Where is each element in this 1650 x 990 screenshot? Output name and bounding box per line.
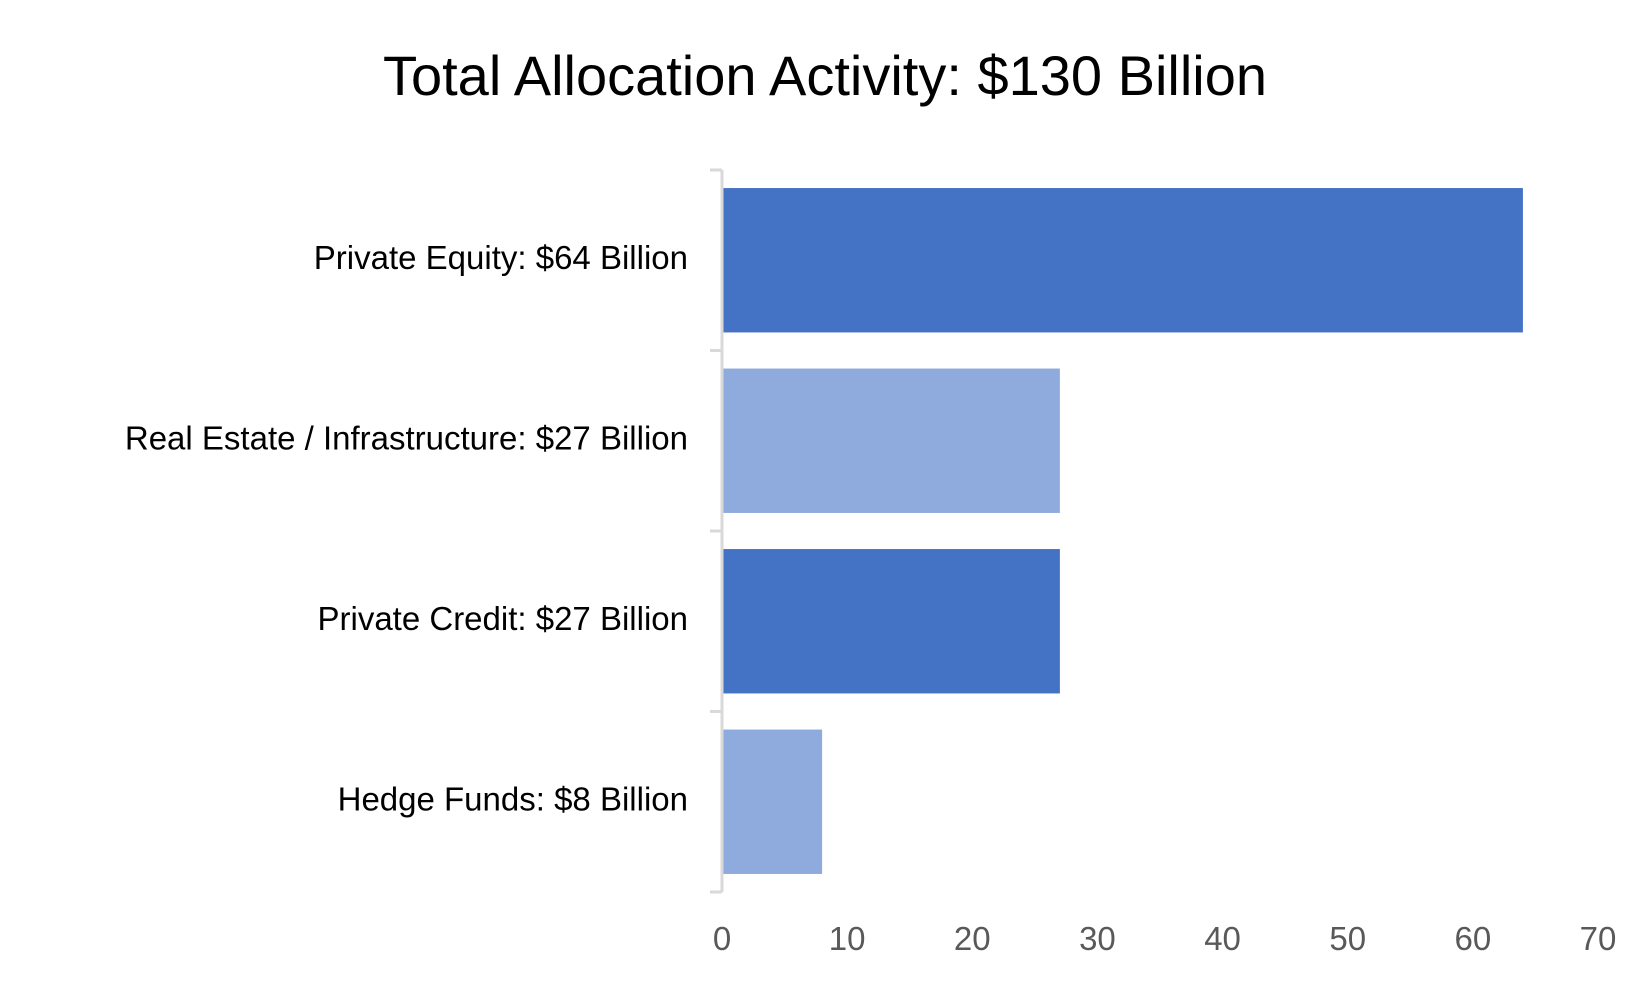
x-tick-label: 50: [1329, 920, 1366, 957]
bar: [723, 729, 823, 874]
category-labels: Private Equity: $64 Billion Real Estate /…: [125, 239, 688, 818]
x-tick-label: 0: [713, 920, 731, 957]
category-label: Private Credit: $27 Billion: [317, 600, 688, 637]
x-tick-label: 20: [954, 920, 991, 957]
chart-title: Total Allocation Activity: $130 Billion: [383, 44, 1267, 107]
bars: [723, 188, 1523, 874]
y-axis: [710, 168, 724, 894]
x-tick-label: 70: [1580, 920, 1617, 957]
x-tick-label: 60: [1454, 920, 1491, 957]
bar: [723, 549, 1060, 694]
x-tick-label: 30: [1079, 920, 1116, 957]
x-axis-tick-labels: 0 10 20 30 40 50 60 70: [713, 920, 1617, 957]
bar: [723, 188, 1523, 333]
category-label: Real Estate / Infrastructure: $27 Billio…: [125, 419, 688, 456]
category-label: Hedge Funds: $8 Billion: [338, 780, 688, 817]
x-tick-label: 10: [829, 920, 866, 957]
bar: [723, 368, 1060, 513]
category-label: Private Equity: $64 Billion: [314, 239, 688, 276]
x-tick-label: 40: [1204, 920, 1241, 957]
